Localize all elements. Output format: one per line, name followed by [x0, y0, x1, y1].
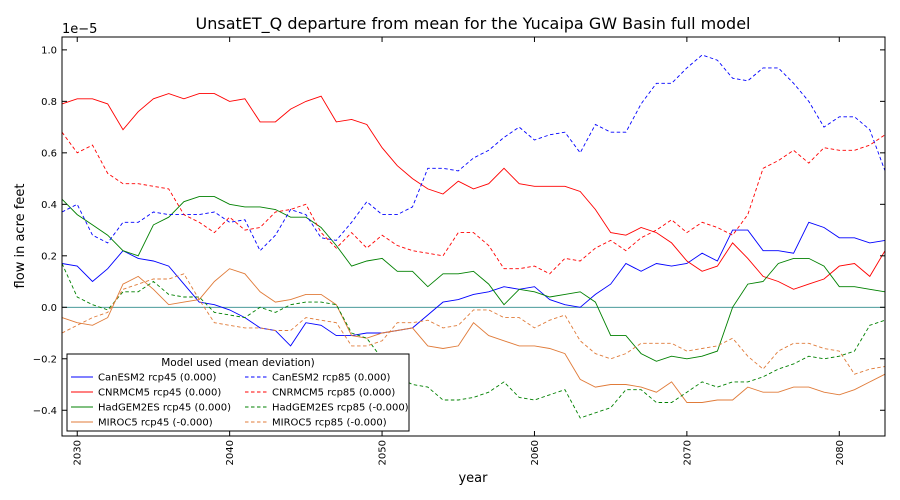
y-tick-label: 0.4	[41, 200, 57, 211]
plot-frame	[61, 36, 886, 437]
scale-multiplier: 1e−5	[62, 22, 97, 37]
plot-area: −0.4 −0.2 0.0 0.2 0.4 0.6 0.8 1.0 2030 2040 2050 20…	[33, 36, 886, 465]
legend-title: Model used (mean deviation)	[161, 357, 315, 369]
series-line-7	[61, 263, 886, 419]
legend-entry-label: CanESM2 rcp85 (0.000)	[272, 373, 390, 384]
legend-box	[66, 353, 410, 432]
y-tick-label: −0.2	[33, 354, 57, 365]
y-tick-label: 0.8	[41, 97, 57, 108]
chart-title: UnsatET_Q departure from mean for the Yu…	[196, 14, 751, 34]
y-tick-label: 0.0	[41, 303, 57, 314]
series-line-3	[61, 196, 886, 362]
series-line-8	[61, 273, 886, 375]
x-tick-label: 2060	[530, 440, 541, 465]
legend-entry-label: HadGEM2ES rcp85 (-0.000)	[272, 403, 409, 414]
series-line-2	[61, 93, 886, 290]
y-tick-label: 0.2	[41, 251, 57, 262]
series-line-1	[61, 221, 886, 347]
legend-entry-label: MIROC5 rcp45 (-0.000)	[98, 418, 213, 429]
series-line-5	[61, 54, 886, 252]
legend-entry-label: HadGEM2ES rcp45 (0.000)	[98, 403, 231, 414]
x-tick-label: 2030	[73, 440, 84, 465]
x-tick-label: 2050	[378, 440, 389, 465]
series-line-6	[61, 131, 886, 275]
x-tick-label: 2040	[225, 440, 236, 465]
legend-entry-label: CanESM2 rcp45 (0.000)	[98, 373, 216, 384]
y-tick-label: 0.6	[41, 148, 57, 159]
x-axis-label: year	[458, 471, 488, 486]
legend-entry-label: CNRMCM5 rcp45 (0.000)	[98, 388, 221, 399]
y-axis-label: flow in acre feet	[13, 184, 28, 289]
x-tick-label: 2080	[835, 440, 846, 465]
legend-entry-label: CNRMCM5 rcp85 (0.000)	[272, 388, 395, 399]
legend-entry-label: MIROC5 rcp85 (-0.000)	[272, 418, 387, 429]
x-tick-label: 2070	[682, 440, 693, 465]
legend: Model used (mean deviation) CanESM2 rcp4…	[66, 353, 410, 432]
y-tick-label: 1.0	[41, 45, 57, 56]
y-tick-label: −0.4	[33, 406, 57, 417]
